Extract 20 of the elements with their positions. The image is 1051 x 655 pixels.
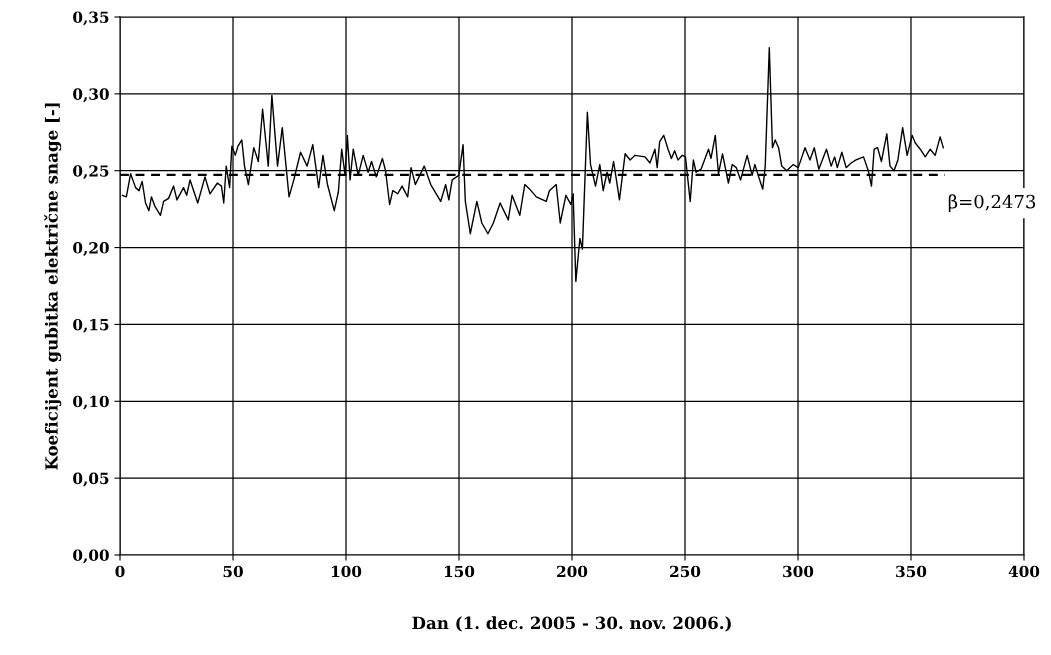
y-axis-title: Koeficijent gubitka električne snage [-]	[44, 103, 62, 470]
x-tick-label: 250	[670, 565, 701, 578]
y-tick-label: 0,25	[73, 165, 109, 180]
y-tick-label: 0,30	[73, 88, 109, 103]
x-tick-label: 100	[331, 565, 362, 578]
y-tick-label: 0,15	[73, 318, 109, 333]
x-tick-label: 0	[115, 565, 125, 578]
x-tick-label: 400	[1008, 565, 1040, 578]
x-tick-label: 350	[896, 565, 927, 578]
x-tick-label: 300	[783, 565, 814, 578]
x-tick-label: 200	[557, 565, 588, 578]
x-tick-label: 150	[444, 565, 475, 578]
y-tick-label: 0,00	[73, 549, 109, 564]
x-axis-title: Dan (1. dec. 2005 - 30. nov. 2006.)	[412, 616, 731, 632]
y-tick-label: 0,20	[73, 242, 109, 256]
y-tick-label: 0,05	[73, 472, 109, 487]
annotation: β=0,2473	[948, 194, 1036, 212]
y-tick-label: 0,35	[73, 11, 109, 26]
x-tick-label: 50	[223, 565, 243, 578]
y-tick-label: 0,10	[73, 395, 109, 410]
